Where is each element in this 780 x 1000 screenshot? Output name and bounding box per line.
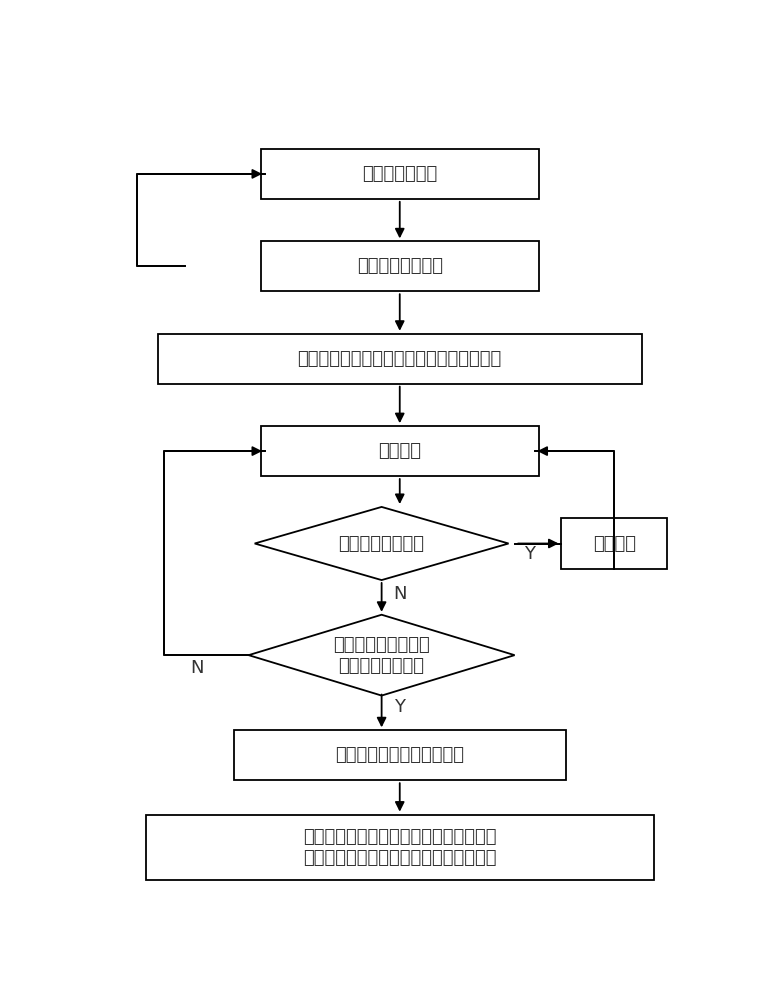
Polygon shape xyxy=(254,507,509,580)
Polygon shape xyxy=(249,615,515,696)
Text: 判断地表是否隆起: 判断地表是否隆起 xyxy=(339,534,424,552)
Text: Y: Y xyxy=(394,698,406,716)
Text: 在待监测隧道区段并沿隧道里程方向逐环
对形成工作面的同环的隧道管片进行加固: 在待监测隧道区段并沿隧道里程方向逐环 对形成工作面的同环的隧道管片进行加固 xyxy=(303,828,497,867)
Text: 停止带压注浆并封堵吊装孔: 停止带压注浆并封堵吊装孔 xyxy=(335,746,464,764)
Text: 故障排查: 故障排查 xyxy=(593,534,636,552)
Text: 判断注浆压力和注浆
量是否达到设计值: 判断注浆压力和注浆 量是否达到设计值 xyxy=(333,636,430,675)
FancyBboxPatch shape xyxy=(562,518,667,569)
Text: 带压注浆: 带压注浆 xyxy=(378,442,421,460)
Text: Y: Y xyxy=(524,545,535,563)
FancyBboxPatch shape xyxy=(261,149,539,199)
FancyBboxPatch shape xyxy=(233,730,566,780)
FancyBboxPatch shape xyxy=(146,815,654,880)
FancyBboxPatch shape xyxy=(261,241,539,291)
Text: 布置地表监测点: 布置地表监测点 xyxy=(362,165,438,183)
Text: N: N xyxy=(190,659,204,677)
Text: 确定每根注浆锚固导管的注浆压力和注浆量: 确定每根注浆锚固导管的注浆压力和注浆量 xyxy=(298,350,502,368)
Text: 安装注浆锚固导管: 安装注浆锚固导管 xyxy=(356,257,443,275)
FancyBboxPatch shape xyxy=(158,334,642,384)
FancyBboxPatch shape xyxy=(261,426,539,476)
Text: N: N xyxy=(393,585,406,603)
